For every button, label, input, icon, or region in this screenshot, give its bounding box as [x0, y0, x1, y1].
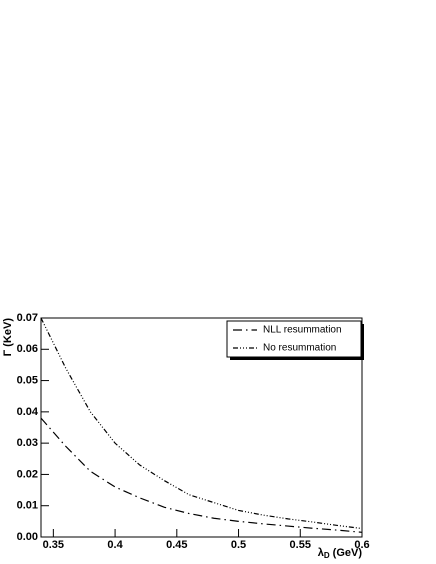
x-axis-label: λD (GeV)	[318, 547, 363, 560]
x-label-unit: (GeV)	[333, 547, 363, 559]
x-label-symbol: λ	[318, 547, 324, 559]
series-line	[41, 417, 362, 533]
x-tick-label: 0.35	[43, 539, 64, 551]
x-tick-label: 0.4	[107, 539, 123, 551]
y-tick-label: 0.06	[17, 343, 38, 355]
x-label-subscript: D	[324, 551, 330, 560]
y-tick-label: 0.05	[17, 374, 38, 386]
x-tick-label: 0.45	[166, 539, 187, 551]
plot-frame	[40, 317, 363, 538]
y-tick-label: 0.00	[17, 531, 38, 543]
x-tick-label: 0.5	[231, 539, 246, 551]
y-tick-label: 0.02	[17, 468, 38, 480]
legend-label: No resummation	[263, 343, 336, 354]
x-tick-label: 0.6	[354, 539, 369, 551]
y-tick-label: 0.04	[17, 406, 39, 418]
series-line	[41, 318, 362, 530]
x-tick-label: 0.55	[290, 539, 311, 551]
y-tick-label: 0.03	[17, 437, 38, 449]
legend-label: NLL resummation	[263, 325, 342, 336]
y-tick-label: 0.07	[17, 312, 38, 324]
y-axis-label: Γ (KeV)	[2, 318, 14, 357]
y-tick-label: 0.01	[17, 500, 38, 512]
legend-box	[226, 320, 362, 358]
